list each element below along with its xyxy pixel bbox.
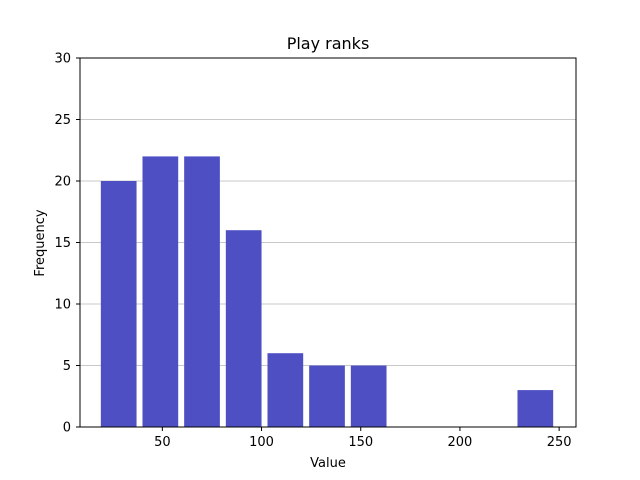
x-axis-label: Value: [310, 456, 346, 471]
bar-7: [350, 365, 387, 427]
y-tick-label-6: 30: [54, 52, 71, 67]
x-tick-label-2: 150: [348, 435, 373, 450]
y-tick-label-5: 25: [54, 113, 71, 128]
y-tick-label-4: 20: [54, 175, 71, 190]
y-axis-ticks: 0 5 10 15 20 25 30: [54, 52, 80, 436]
bar-3: [184, 156, 220, 427]
x-axis-ticks: 50 100 150 200 250: [154, 427, 572, 450]
bar-2: [142, 156, 179, 427]
bar-5: [267, 353, 304, 427]
x-tick-label-4: 250: [547, 435, 572, 450]
y-axis-label: Frequency: [33, 209, 48, 276]
bar-4: [225, 230, 262, 427]
bar-8: [517, 390, 554, 427]
y-tick-label-3: 15: [54, 236, 71, 251]
bars: [100, 156, 554, 427]
chart-title: Play ranks: [287, 34, 370, 53]
bar-1: [100, 181, 137, 427]
x-tick-label-3: 200: [448, 435, 473, 450]
bar-6: [309, 365, 345, 427]
y-tick-label-0: 0: [63, 421, 71, 436]
x-tick-label-1: 100: [249, 435, 274, 450]
y-tick-label-1: 5: [63, 359, 71, 374]
x-tick-label-0: 50: [154, 435, 171, 450]
y-tick-label-2: 10: [54, 298, 71, 313]
